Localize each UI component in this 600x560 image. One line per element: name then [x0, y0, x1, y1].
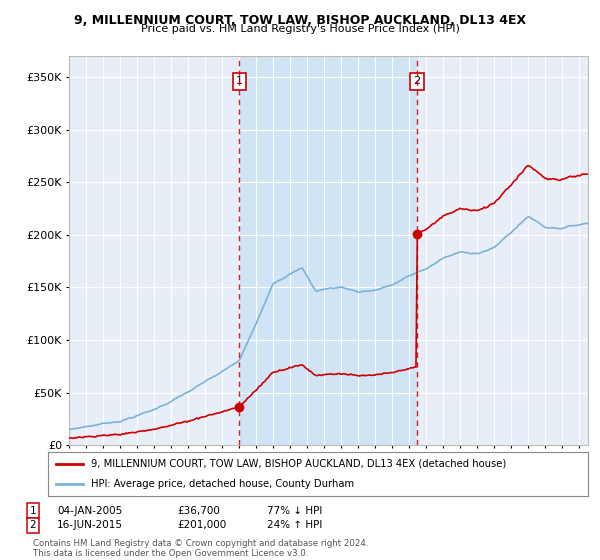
Text: HPI: Average price, detached house, County Durham: HPI: Average price, detached house, Coun…	[91, 479, 355, 489]
Text: 04-JAN-2005: 04-JAN-2005	[57, 506, 122, 516]
Text: 2: 2	[29, 520, 37, 530]
Text: £201,000: £201,000	[177, 520, 226, 530]
Text: 2: 2	[413, 76, 421, 86]
Text: 1: 1	[29, 506, 37, 516]
Text: 24% ↑ HPI: 24% ↑ HPI	[267, 520, 322, 530]
Text: 9, MILLENNIUM COURT, TOW LAW, BISHOP AUCKLAND, DL13 4EX: 9, MILLENNIUM COURT, TOW LAW, BISHOP AUC…	[74, 14, 526, 27]
Text: 9, MILLENNIUM COURT, TOW LAW, BISHOP AUCKLAND, DL13 4EX (detached house): 9, MILLENNIUM COURT, TOW LAW, BISHOP AUC…	[91, 459, 506, 469]
Text: Price paid vs. HM Land Registry's House Price Index (HPI): Price paid vs. HM Land Registry's House …	[140, 24, 460, 34]
Bar	[239, 56, 417, 445]
Text: 1: 1	[236, 76, 243, 86]
Text: 16-JUN-2015: 16-JUN-2015	[57, 520, 123, 530]
Text: £36,700: £36,700	[177, 506, 220, 516]
Text: Contains HM Land Registry data © Crown copyright and database right 2024.
This d: Contains HM Land Registry data © Crown c…	[33, 539, 368, 558]
Text: 77% ↓ HPI: 77% ↓ HPI	[267, 506, 322, 516]
